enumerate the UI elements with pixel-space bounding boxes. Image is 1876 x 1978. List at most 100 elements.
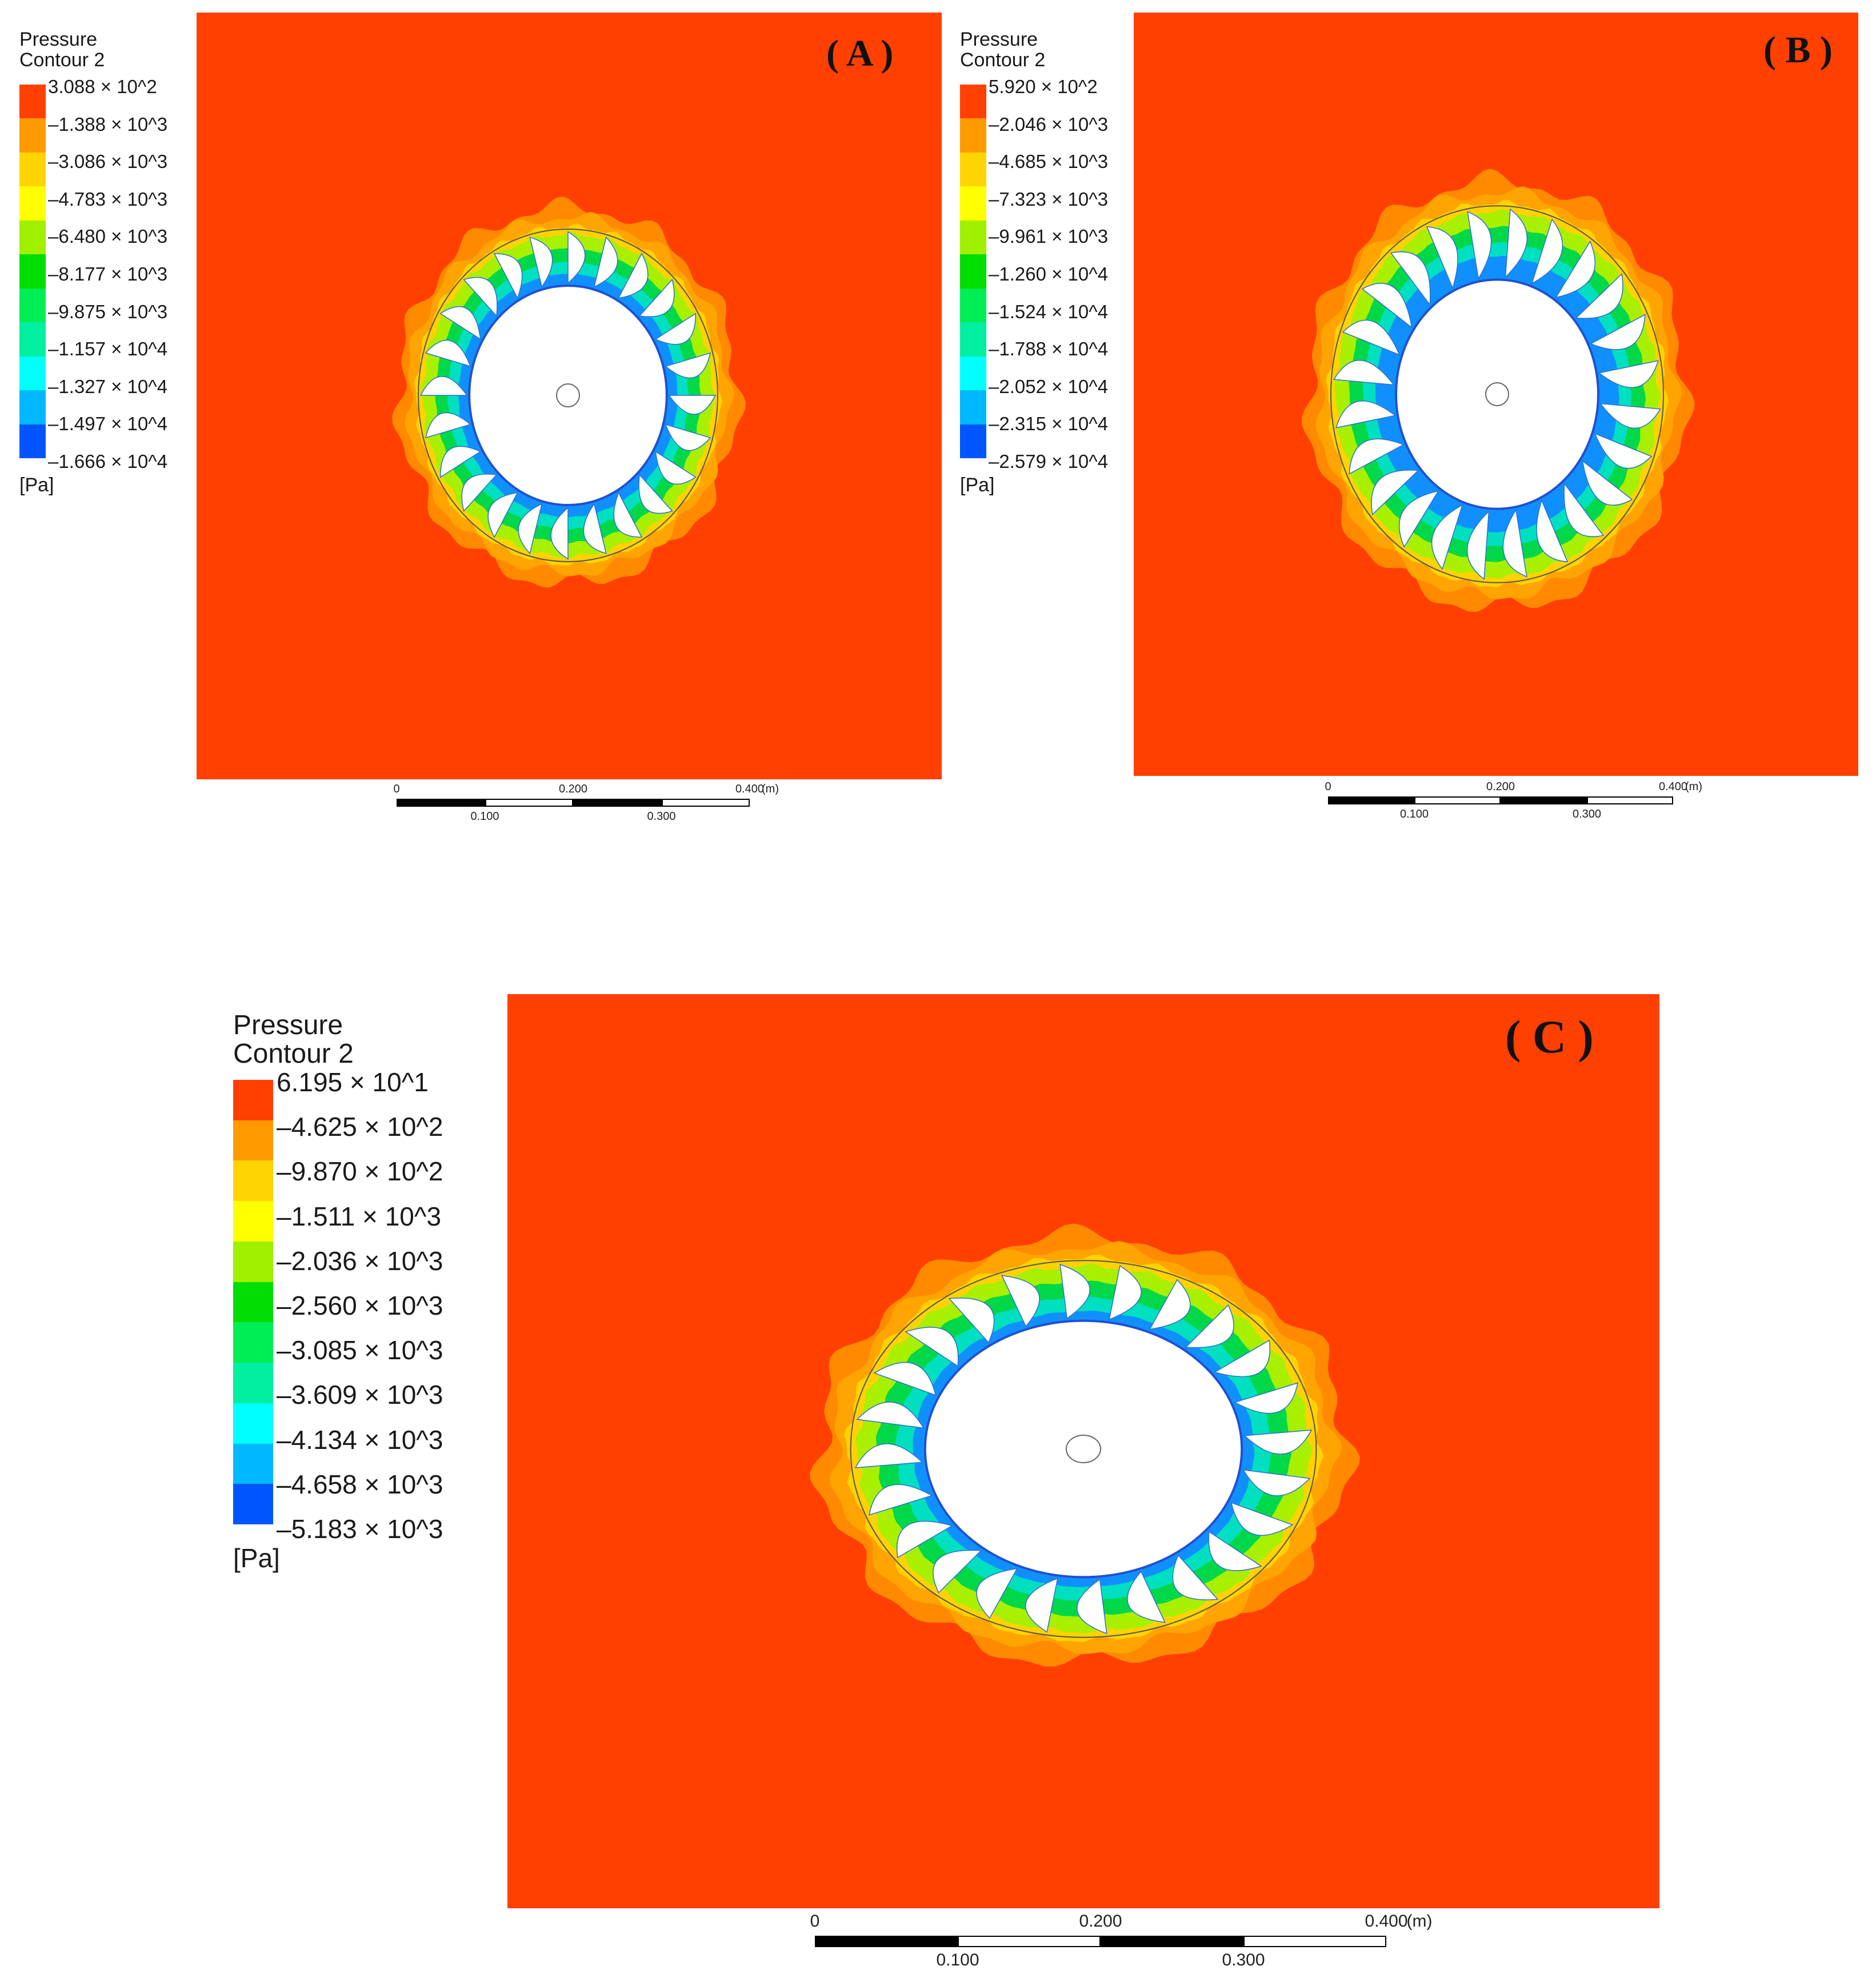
turbine-blade	[550, 506, 569, 560]
turbine-blade	[665, 423, 711, 451]
legend-level-label: –1.511 × 10^3	[277, 1201, 442, 1231]
rotor-hub	[468, 285, 668, 506]
legend-level-label: –3.086 × 10^3	[48, 151, 168, 173]
turbine-blade	[463, 277, 498, 317]
turbine-blade	[1149, 1279, 1191, 1330]
legend-swatch	[960, 85, 986, 119]
turbine-blade	[1335, 401, 1397, 429]
legend-level-label: –9.875 × 10^3	[48, 301, 168, 322]
scale-tick-label: 0.400	[1365, 1912, 1408, 1931]
legend-level-label: –2.052 × 10^4	[989, 375, 1109, 397]
turbine-blade	[654, 313, 697, 345]
legend-level-label: –2.046 × 10^3	[989, 113, 1109, 135]
turbine-blade	[1349, 438, 1405, 475]
rotor-hub	[923, 1319, 1243, 1579]
legend-level-label: –9.961 × 10^3	[989, 226, 1109, 247]
contour-plot	[197, 13, 942, 779]
turbine-blade	[1590, 314, 1646, 350]
scale-tick-label: 0.400	[735, 783, 765, 795]
scale-tick-label: 0.400	[1658, 780, 1688, 793]
legend-level-label: –1.260 × 10^4	[989, 263, 1109, 285]
scale-bar: 0 0.200 0.400 (m) 0.100 0.300	[810, 1912, 1433, 1976]
panel-label: ( A )	[826, 33, 894, 74]
turbine-blade	[668, 395, 717, 415]
legend-swatch	[960, 220, 986, 255]
legend-level-label: –7.323 × 10^3	[989, 188, 1109, 210]
scale-unit-label: (m)	[762, 783, 779, 795]
legend-swatch	[233, 1403, 273, 1444]
legend-level-label: –2.036 × 10^3	[277, 1246, 443, 1276]
turbine-blade	[1077, 1578, 1107, 1635]
legend-level-label: –4.658 × 10^3	[277, 1469, 443, 1499]
panel-label: ( C )	[1505, 1011, 1594, 1063]
turbine-blade	[419, 376, 468, 396]
legend-subtitle: Contour 2	[19, 49, 105, 71]
scale-bar-segment	[1101, 1936, 1243, 1947]
legend-level-label: –4.685 × 10^3	[989, 151, 1109, 173]
legend-swatch	[960, 118, 986, 153]
turbine-blade	[1399, 490, 1439, 548]
turbine-blade	[593, 236, 618, 288]
legend-title: Pressure Contour 2	[233, 1011, 354, 1069]
legend-unit: [Pa]	[19, 474, 54, 496]
turbine-blade	[1502, 508, 1527, 578]
turbine-blade	[1127, 1571, 1166, 1623]
legend-swatch	[960, 322, 986, 357]
scale-tick-label: 0	[393, 783, 400, 795]
legend-level-label: 3.088 × 10^2	[48, 76, 157, 97]
legend-swatch	[19, 254, 46, 289]
turbine-blade	[665, 352, 711, 379]
turbine-blade	[1234, 1382, 1298, 1414]
legend-level-label: –4.783 × 10^3	[48, 188, 168, 210]
legend-title-pressure: Pressure	[960, 29, 1038, 50]
scale-tick-label: 0.300	[647, 810, 676, 823]
legend-swatch	[19, 186, 46, 221]
scale-bar-segment	[958, 1936, 1101, 1947]
legend-level-label: 6.195 × 10^1	[277, 1067, 429, 1097]
turbine-blade	[1109, 1265, 1142, 1320]
turbine-blade	[1555, 241, 1595, 298]
legend-level-label: –1.666 × 10^4	[48, 451, 168, 472]
turbine-blade	[529, 237, 553, 289]
turbine-blade	[618, 253, 649, 299]
shaft-circle	[556, 383, 580, 407]
turbine-blade	[439, 306, 481, 341]
legend-swatch	[19, 220, 46, 255]
turbine-blade	[493, 253, 523, 299]
legend-swatch	[233, 1282, 273, 1323]
turbine-blade	[1594, 433, 1653, 469]
turbine-blade	[976, 1568, 1018, 1619]
turbine-blade	[1172, 1554, 1219, 1600]
scale-tick-label: 0	[1325, 780, 1331, 793]
scale-tick-label: 0.300	[1222, 1951, 1265, 1969]
rotor-outline	[1330, 205, 1664, 583]
legend-level-label: –4.625 × 10^2	[277, 1112, 443, 1142]
turbine-blade	[638, 474, 673, 514]
scale-bar-segment	[1328, 796, 1414, 804]
turbine-blade	[1059, 1263, 1090, 1320]
legend-swatch	[960, 424, 986, 458]
legend-swatch	[19, 85, 46, 119]
legend-level-label: –2.315 × 10^4	[989, 413, 1109, 435]
turbine-blade	[1208, 1531, 1262, 1571]
contour-drawing	[1301, 169, 1695, 612]
rotor-hub	[1395, 278, 1599, 510]
legend-title: Pressure Contour 2	[19, 29, 105, 71]
legend-colorbar	[233, 1080, 273, 1525]
scale-tick-label: 0.100	[936, 1951, 979, 1969]
turbine-blade	[896, 1520, 954, 1559]
scale-bar-segment	[1243, 1936, 1386, 1947]
turbine-blade	[613, 491, 643, 538]
contour-drawing	[810, 1223, 1360, 1667]
legend-level-label: –9.870 × 10^2	[277, 1156, 443, 1187]
turbine-blade	[638, 278, 675, 317]
turbine-blade	[655, 450, 697, 485]
turbine-blade	[1536, 499, 1569, 563]
legend-title: Pressure Contour 2	[960, 29, 1045, 70]
turbine-blade	[1333, 359, 1395, 386]
turbine-blade	[1371, 470, 1419, 516]
turbine-blade	[1466, 510, 1490, 580]
legend-swatch	[233, 1120, 273, 1161]
legend-swatch	[233, 1484, 273, 1525]
turbine-blade	[933, 1549, 982, 1593]
